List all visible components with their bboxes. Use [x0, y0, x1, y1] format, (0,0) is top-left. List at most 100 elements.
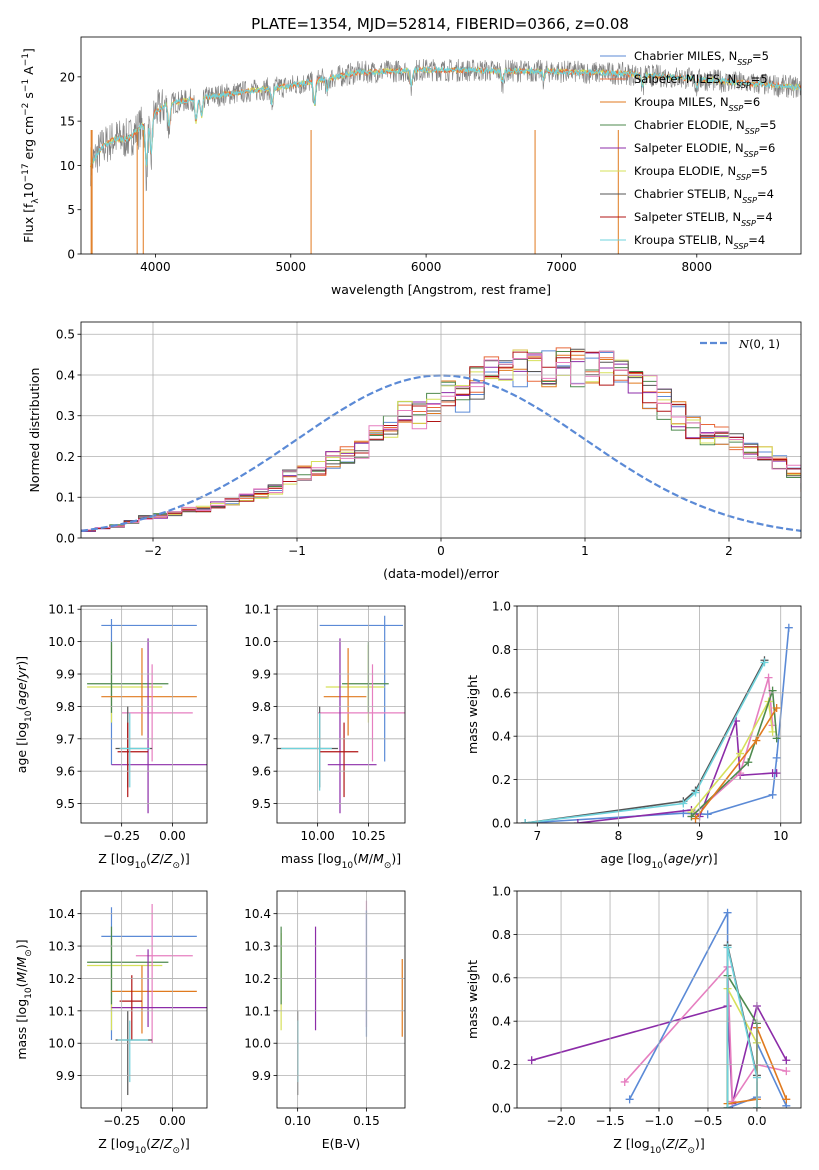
- axes-frame: [516, 890, 802, 1109]
- y-tick-label: 10.1: [48, 603, 75, 617]
- x-tick-label: 7: [533, 829, 541, 843]
- weight-series: [628, 912, 788, 1108]
- axes-frame: [80, 605, 208, 824]
- y-tick-label: 9.9: [56, 668, 75, 682]
- weight-marker: [744, 758, 753, 767]
- y-axis-label: mass [log10(M/M⊙)]: [14, 939, 34, 1059]
- weight-marker: [760, 658, 769, 667]
- x-tick-label: 6000: [411, 260, 442, 274]
- legend-entry: Kroupa MILES, NSSP=6: [634, 95, 760, 113]
- x-axis-label: mass [log10(M/M⊙)]: [281, 851, 401, 871]
- weight-marker: [728, 1097, 737, 1106]
- mass_vs_Z-plot-area: [87, 903, 207, 1096]
- weight-marker: [679, 799, 688, 808]
- spectrum-plot-area: [90, 58, 801, 254]
- x-tick-label: 4000: [140, 260, 171, 274]
- weight_vs_age-plot-area: [521, 623, 793, 823]
- x-tick-label: 9: [696, 829, 704, 843]
- x-tick-label: 7000: [546, 260, 577, 274]
- y-tick-label: 9.9: [252, 1069, 271, 1083]
- y-tick-label: 0.2: [56, 450, 75, 464]
- x-tick-label: 0.00: [159, 1114, 186, 1128]
- y-tick-label: 10.0: [48, 635, 75, 649]
- y-tick-label: 9.6: [252, 765, 271, 779]
- y-tick-label: 0.6: [492, 686, 511, 700]
- x-tick-label: −1: [288, 544, 306, 558]
- x-tick-label: −0.25: [103, 1114, 140, 1128]
- plot-mass_vs_Z: −0.25 0.00 9.9 10.0 10.1 10.2 10.3 10.4 mass [lo…: [14, 890, 208, 1156]
- weight-marker: [772, 753, 781, 762]
- y-tick-label: 10.2: [48, 972, 75, 986]
- x-tick-label: 0.15: [353, 1114, 380, 1128]
- x-axis-label: wavelength [Angstrom, rest frame]: [331, 282, 551, 297]
- weight-series: [624, 964, 787, 1105]
- weight-marker: [752, 736, 761, 745]
- axes-frame: [80, 321, 802, 539]
- y-tick-label: 0.8: [492, 643, 511, 657]
- axes-frame: [276, 605, 406, 824]
- y-tick-label: 9.7: [56, 732, 75, 746]
- weight-marker: [768, 727, 777, 736]
- legend-entry: Salpeter ELODIE, NSSP=6: [634, 141, 775, 159]
- y-tick-label: 9.8: [56, 700, 75, 714]
- weight-marker: [782, 1095, 791, 1104]
- weight-marker: [768, 790, 777, 799]
- figure-title: PLATE=1354, MJD=52814, FIBERID=0366, z=0…: [251, 15, 629, 33]
- residuals-plot-area: [81, 347, 801, 532]
- y-tick-label: 9.7: [252, 732, 271, 746]
- weight-marker: [620, 1077, 629, 1086]
- weight-marker: [687, 812, 696, 821]
- axes-frame: [276, 890, 406, 1109]
- weight-marker: [768, 686, 777, 695]
- y-tick-label: 1.0: [492, 600, 511, 614]
- y-tick-label: 0.4: [492, 1015, 511, 1029]
- mass_vs_EBV-plot-area: [280, 900, 403, 1096]
- legend-entry: Salpeter STELIB, NSSP=4: [634, 210, 773, 228]
- y-tick-label: 9.5: [252, 797, 271, 811]
- y-tick-label: 20: [60, 70, 75, 84]
- x-tick-label: 8000: [682, 260, 713, 274]
- plot-age_vs_Z: −0.25 0.00 9.5 9.6 9.7 9.8 9.9 10.0 10.1 age [log…: [14, 603, 208, 871]
- y-tick-label: 0.4: [492, 730, 511, 744]
- y-tick-label: 0.0: [492, 1102, 511, 1116]
- weight-marker: [691, 814, 700, 823]
- y-tick-label: 10.3: [244, 940, 271, 954]
- x-axis-label: age [log10(age/yr)]: [600, 851, 717, 871]
- x-tick-label: 10.25: [351, 829, 385, 843]
- y-tick-label: 10.0: [244, 635, 271, 649]
- axes-frame: [80, 890, 208, 1109]
- axes-frame: [80, 36, 802, 255]
- x-tick-label: 10: [773, 829, 788, 843]
- weight-marker: [723, 943, 732, 952]
- x-tick-label: 8: [615, 829, 623, 843]
- y-tick-label: 0.0: [492, 817, 511, 831]
- y-tick-label: 9.8: [252, 700, 271, 714]
- y-tick-label: 5: [67, 203, 75, 217]
- y-axis-label: age [log10(age/yr)]: [14, 656, 34, 773]
- weight-marker: [772, 734, 781, 743]
- y-tick-label: 10.4: [244, 907, 271, 921]
- y-tick-label: 9.9: [56, 1069, 75, 1083]
- y-tick-label: 10.1: [244, 603, 271, 617]
- x-tick-label: 0.0: [747, 1114, 766, 1128]
- plot-age_vs_mass: 10.00 10.25 9.5 9.6 9.7 9.8 9.9 10.0 10.1 mass [l…: [244, 603, 406, 871]
- legend-entry: Chabrier ELODIE, NSSP=5: [634, 118, 776, 136]
- weight-marker: [784, 623, 793, 632]
- y-tick-label: 0.3: [56, 409, 75, 423]
- x-axis-label: Z [log10(Z/Z⊙)]: [98, 1136, 190, 1156]
- legend-entry: N(0, 1): [738, 337, 780, 351]
- weight-series: [525, 662, 766, 823]
- x-tick-label: 10.00: [300, 829, 334, 843]
- age_vs_Z-plot-area: [87, 618, 207, 814]
- weight-marker: [573, 819, 582, 823]
- model-spectrum: [90, 65, 801, 166]
- x-tick-label: 0: [437, 544, 445, 558]
- plot-mass_vs_EBV: 0.10 0.15 9.9 10.0 10.1 10.2 10.3 10.4 E(B-V): [244, 890, 406, 1151]
- y-tick-label: 10.0: [244, 1037, 271, 1051]
- weight-series: [524, 659, 766, 823]
- x-axis-label: (data-model)/error: [383, 566, 500, 581]
- x-tick-label: 0.00: [159, 829, 186, 843]
- weight-marker: [527, 1056, 536, 1065]
- x-tick-label: −1.5: [595, 1114, 624, 1128]
